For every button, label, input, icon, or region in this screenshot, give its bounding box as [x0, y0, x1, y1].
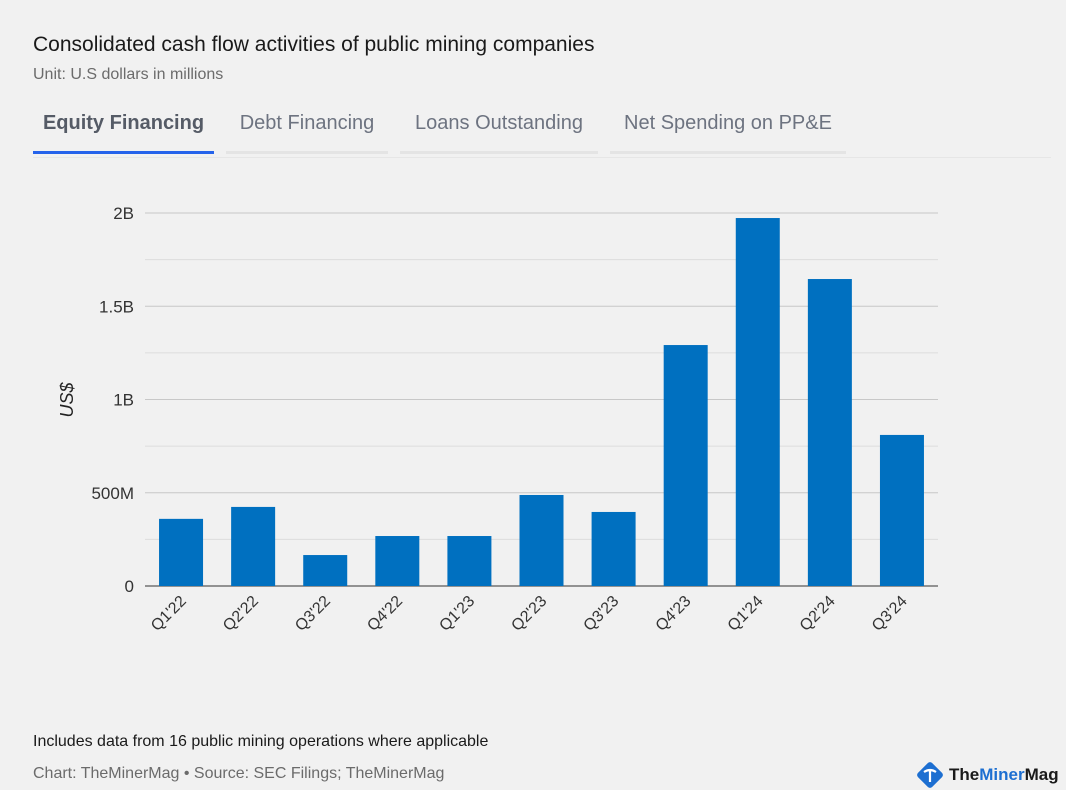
y-axis-label: US$ [57, 382, 77, 418]
tab-bar: Equity Financing Debt Financing Loans Ou… [33, 106, 1051, 158]
bar-Q323 [591, 511, 636, 586]
bar-Q122 [159, 518, 204, 586]
y-tick-label: 500M [91, 484, 134, 503]
bar-Q224 [807, 279, 852, 586]
bar-Q223 [519, 494, 564, 586]
y-tick-label: 1.5B [99, 297, 134, 316]
bar-Q123 [447, 536, 492, 586]
bar-Q222 [231, 506, 276, 586]
y-tick-label: 2B [113, 204, 134, 223]
y-tick-label: 0 [125, 577, 134, 596]
x-tick-label: Q2'24 [797, 593, 839, 635]
pickaxe-logo-icon [917, 762, 943, 788]
theminermag-logo: TheMinerMag [915, 760, 1059, 790]
chart-title: Consolidated cash flow activities of pub… [33, 33, 595, 56]
logo-text: The [949, 765, 980, 784]
x-tick-label: Q3'22 [292, 593, 334, 635]
x-tick-label: Q1'23 [436, 593, 478, 635]
bar-Q422 [375, 536, 420, 586]
tab-equity-financing[interactable]: Equity Financing [33, 106, 214, 154]
x-tick-label: Q1'24 [725, 593, 767, 635]
x-tick-label: Q4'22 [364, 593, 406, 635]
x-tick-label: Q3'23 [581, 593, 623, 635]
bar-Q322 [303, 555, 348, 586]
x-tick-label: Q1'22 [148, 593, 190, 635]
tab-net-spending-ppe[interactable]: Net Spending on PP&E [610, 106, 846, 154]
bar-Q423 [663, 345, 708, 586]
x-tick-label: Q2'23 [508, 593, 550, 635]
bar-Q124 [735, 218, 780, 586]
logo-text-accent: Miner [979, 765, 1025, 784]
x-tick-label: Q4'23 [653, 593, 695, 635]
footnote: Includes data from 16 public mining oper… [33, 733, 489, 750]
x-tick-label: Q3'24 [869, 593, 911, 635]
tab-debt-financing[interactable]: Debt Financing [226, 106, 388, 154]
source-credit: Chart: TheMinerMag • Source: SEC Filings… [33, 765, 445, 782]
tab-loans-outstanding[interactable]: Loans Outstanding [400, 106, 598, 154]
y-tick-label: 1B [113, 391, 134, 410]
logo-text-end: Mag [1024, 765, 1059, 784]
chart-subtitle: Unit: U.S dollars in millions [33, 66, 224, 83]
bar-Q324 [879, 434, 924, 586]
x-tick-label: Q2'22 [220, 593, 262, 635]
